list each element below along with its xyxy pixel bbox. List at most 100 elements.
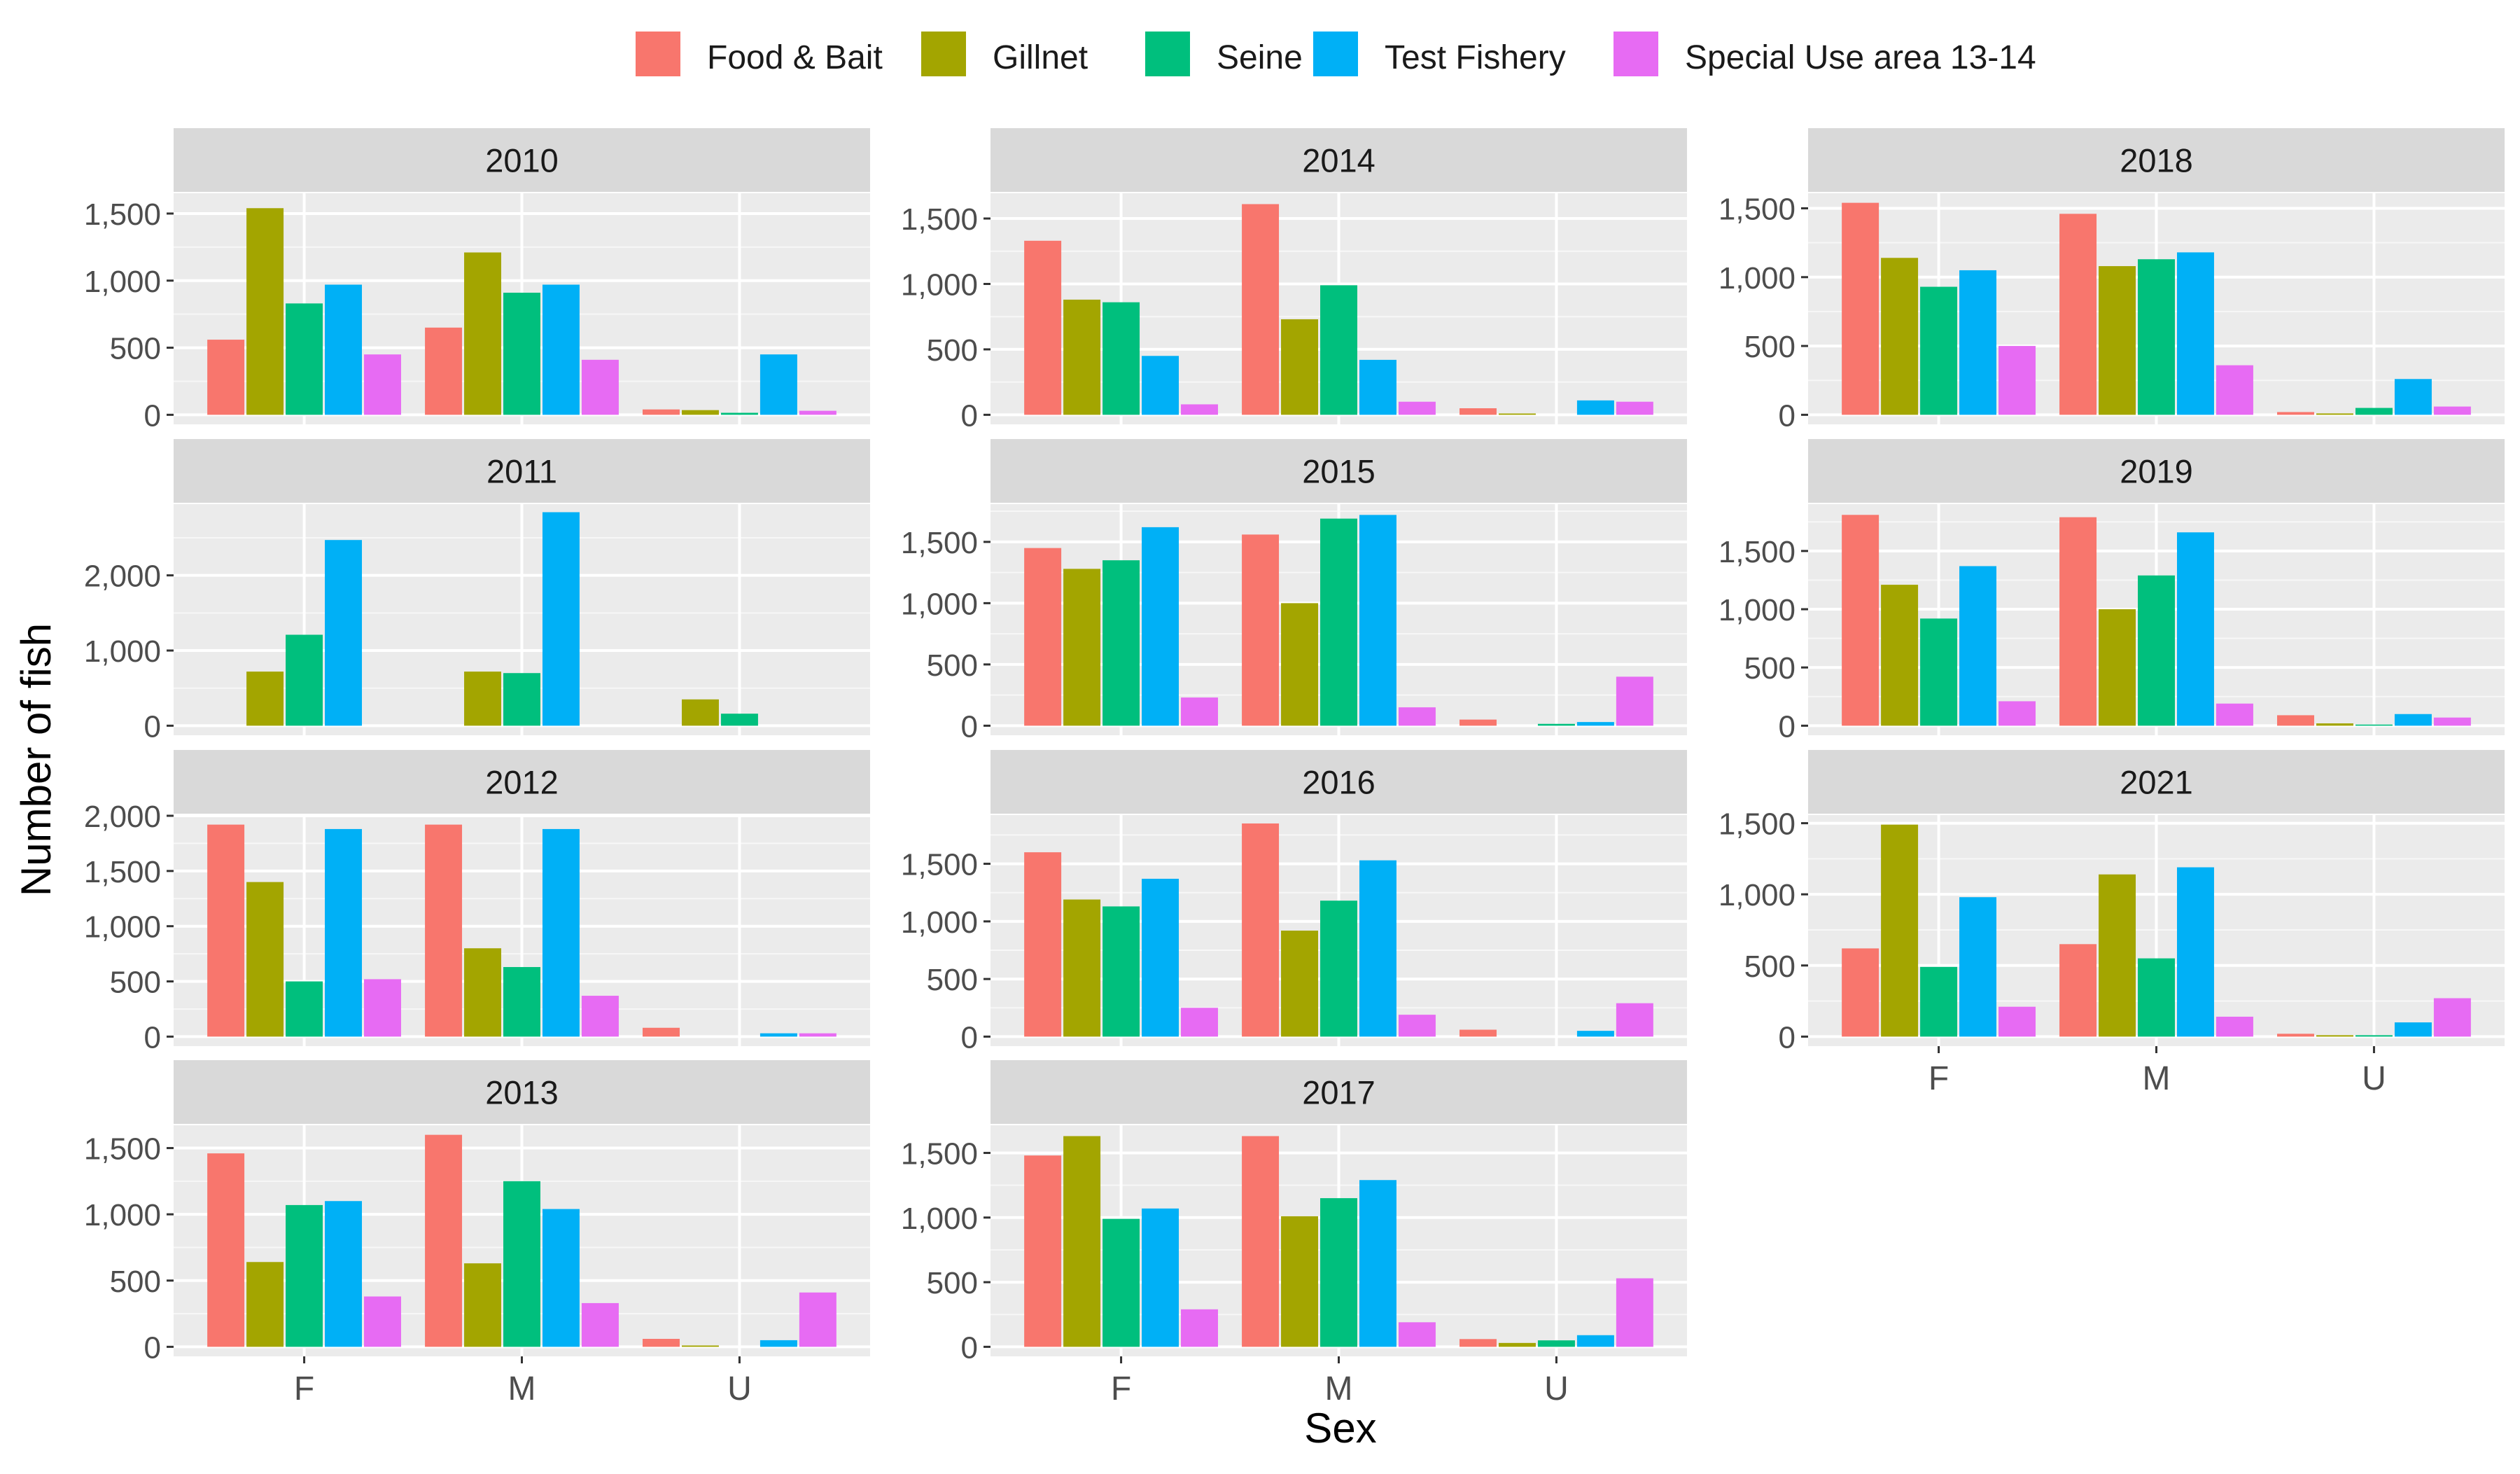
- y-tick-label: 500: [110, 966, 161, 1000]
- y-tick-label: 500: [927, 963, 978, 997]
- bar-2018-U-4: [2433, 406, 2471, 415]
- bar-2010-F-1: [246, 208, 284, 415]
- bar-2012-U-0: [643, 1027, 680, 1037]
- bar-2019-U-3: [2394, 714, 2432, 726]
- facet-strip-2018: [1808, 128, 2505, 192]
- legend-label-3: Test Fishery: [1385, 39, 1566, 76]
- bar-2017-F-1: [1063, 1136, 1101, 1347]
- bar-2015-F-1: [1063, 569, 1101, 726]
- facet-strip-2010: [174, 128, 870, 192]
- bar-2011-M-2: [503, 673, 540, 726]
- bar-2013-F-3: [325, 1201, 363, 1347]
- bar-2018-U-0: [2277, 412, 2314, 415]
- facet-title-2017: 2017: [1302, 1074, 1376, 1111]
- bar-2017-M-1: [1281, 1216, 1319, 1347]
- y-tick-label: 1,500: [901, 848, 978, 882]
- bar-2021-U-4: [2433, 998, 2471, 1037]
- y-axis-title: Number of fish: [13, 623, 59, 896]
- y-tick-label: 1,500: [84, 1132, 161, 1167]
- bar-2019-F-2: [1920, 618, 1958, 726]
- bar-2018-F-4: [1998, 346, 2036, 415]
- bar-2016-F-2: [1102, 906, 1140, 1037]
- bar-2011-U-2: [720, 714, 758, 726]
- bar-2016-F-4: [1181, 1008, 1218, 1037]
- y-tick-label: 2,000: [84, 559, 161, 594]
- bar-2016-F-3: [1142, 878, 1180, 1037]
- bar-2013-M-0: [425, 1134, 463, 1347]
- bar-2016-F-0: [1024, 852, 1062, 1037]
- y-tick-label: 0: [961, 1020, 978, 1055]
- bar-2014-M-2: [1320, 285, 1357, 415]
- x-tick-label: F: [294, 1370, 314, 1407]
- y-tick-label: 0: [1779, 1020, 1795, 1055]
- y-tick-label: 500: [1744, 950, 1795, 984]
- x-tick-label: F: [1111, 1370, 1131, 1407]
- facet-title-2010: 2010: [485, 142, 559, 179]
- y-tick-label: 500: [927, 333, 978, 368]
- bar-2018-M-3: [2176, 252, 2214, 415]
- bar-2014-F-0: [1024, 240, 1062, 415]
- bar-2012-M-4: [581, 996, 619, 1037]
- y-tick-label: 500: [1744, 330, 1795, 364]
- y-tick-label: 500: [1744, 651, 1795, 686]
- bar-2012-M-3: [542, 828, 580, 1037]
- x-tick-label: U: [1544, 1370, 1569, 1407]
- bar-2015-U-2: [1537, 723, 1575, 726]
- bar-2013-M-3: [542, 1209, 580, 1347]
- bar-2021-U-0: [2277, 1034, 2314, 1037]
- y-tick-label: 1,000: [84, 910, 161, 945]
- facet-strip-2021: [1808, 750, 2505, 814]
- bar-2013-U-1: [681, 1345, 719, 1347]
- bar-2010-M-0: [425, 327, 463, 415]
- y-tick-label: 0: [961, 709, 978, 744]
- x-tick-label: M: [1325, 1370, 1353, 1407]
- bar-2018-U-2: [2355, 408, 2393, 415]
- y-tick-label: 1,000: [901, 267, 978, 302]
- bar-2019-U-4: [2433, 717, 2471, 726]
- y-tick-label: 1,500: [1718, 807, 1795, 842]
- y-tick-label: 0: [961, 398, 978, 433]
- bar-2013-M-1: [464, 1263, 502, 1347]
- bar-2015-M-3: [1359, 515, 1396, 726]
- bar-2021-M-0: [2059, 944, 2097, 1037]
- bar-2018-F-0: [1842, 202, 1879, 415]
- bar-2012-F-1: [246, 882, 284, 1037]
- y-tick-label: 1,500: [901, 202, 978, 237]
- facet-strip-2015: [990, 439, 1687, 503]
- bar-2021-F-3: [1959, 897, 1997, 1037]
- facet-title-2014: 2014: [1302, 142, 1376, 179]
- bar-2012-F-4: [364, 979, 401, 1037]
- bar-2010-U-3: [760, 354, 797, 415]
- facet-strip-2016: [990, 750, 1687, 814]
- y-tick-label: 1,000: [84, 634, 161, 669]
- bar-2018-U-3: [2394, 379, 2432, 415]
- bar-2018-M-1: [2099, 266, 2136, 415]
- y-tick-label: 1,000: [901, 905, 978, 940]
- bar-2021-F-4: [1998, 1006, 2036, 1037]
- y-tick-label: 500: [927, 648, 978, 683]
- y-tick-label: 0: [1779, 398, 1795, 433]
- bar-2019-M-2: [2138, 575, 2175, 726]
- x-tick-label: M: [508, 1370, 536, 1407]
- bar-2014-M-1: [1281, 319, 1319, 415]
- y-tick-label: 1,500: [84, 197, 161, 232]
- bar-2017-F-4: [1181, 1309, 1218, 1347]
- bar-2010-F-4: [364, 354, 401, 415]
- y-tick-label: 1,000: [901, 1202, 978, 1236]
- y-tick-label: 1,000: [1718, 878, 1795, 912]
- bar-2019-U-2: [2355, 724, 2393, 726]
- legend-label-1: Gillnet: [993, 39, 1088, 76]
- bar-2017-U-1: [1498, 1342, 1536, 1347]
- facet-title-2016: 2016: [1302, 764, 1376, 801]
- bar-2013-M-4: [581, 1302, 619, 1347]
- bar-2014-F-2: [1102, 302, 1140, 415]
- facet-title-2013: 2013: [485, 1074, 559, 1111]
- bar-2017-M-2: [1320, 1198, 1357, 1347]
- bar-2015-U-4: [1616, 676, 1653, 726]
- bar-2016-M-2: [1320, 901, 1357, 1037]
- bar-2014-F-1: [1063, 299, 1101, 415]
- bar-2015-M-4: [1398, 707, 1436, 726]
- y-tick-label: 1,500: [901, 1136, 978, 1171]
- bar-2013-U-3: [760, 1340, 797, 1347]
- bar-2019-M-0: [2059, 517, 2097, 726]
